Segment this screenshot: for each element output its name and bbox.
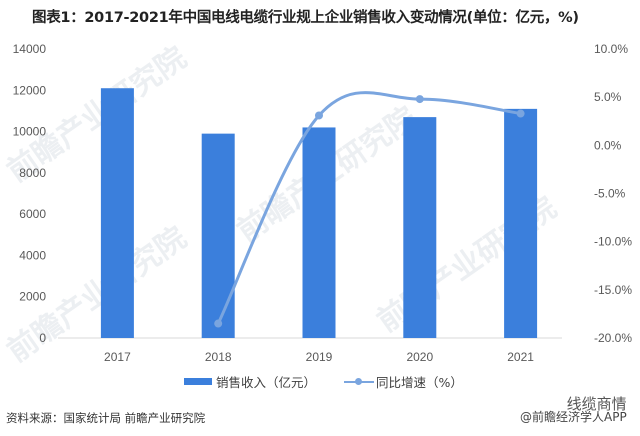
chart-title: 图表1：2017-2021年中国电线电缆行业规上企业销售收入变动情况(单位：亿元… [32,10,579,26]
left-axis-tick: 2000 [19,290,46,304]
bar-2020 [403,117,437,338]
bar-2017 [100,88,134,338]
left-axis-tick: 8000 [19,166,46,180]
chart-legend: 销售收入（亿元） 同比增速（%） [184,372,491,391]
growth-line [216,91,523,326]
legend-label-sales: 销售收入（亿元） [216,375,317,390]
right-axis-tick: -10.0% [594,235,632,249]
line-swatch-icon [344,377,375,387]
x-axis-tick: 2019 [306,350,333,364]
watermark-brand: 线缆商情 [566,395,627,413]
left-axis-tick: 10000 [13,125,47,139]
watermark-handle: @前瞻经济学人APP [520,410,627,424]
growth-point [214,319,223,328]
right-axis-tick: -15.0% [594,283,632,297]
left-axis-tick: 4000 [19,248,46,262]
right-axis-tick: -20.0% [594,331,632,345]
bar-swatch-icon [184,378,212,385]
x-axis-tick: 2018 [205,350,232,364]
legend-item-growth: 同比增速（%） [344,372,463,391]
legend-item-sales: 销售收入（亿元） [184,372,316,391]
right-axis-tick: 5.0% [594,90,622,104]
corner-watermark: 线缆商情 @前瞻经济学人APP [520,395,627,424]
left-axis-tick: 0 [39,331,46,345]
right-axis-tick: 0.0% [594,138,622,152]
data-source: 资料来源：国家统计局 前瞻产业研究院 [6,411,206,425]
x-axis-tick: 2017 [104,350,131,364]
x-axis-tick: 2020 [406,350,433,364]
growth-point [415,95,424,104]
bar-2019 [302,127,336,338]
growth-point [315,111,323,120]
left-axis-tick: 12000 [13,83,47,97]
left-axis-tick: 6000 [19,207,46,221]
legend-label-growth: 同比增速（%） [376,375,463,390]
right-axis-tick: 10.0% [594,42,628,56]
bar-2021 [504,108,538,338]
growth-point [516,109,525,118]
x-axis-tick: 2021 [507,350,534,364]
right-axis-tick: -5.0% [594,187,626,201]
left-axis-tick: 14000 [13,42,47,56]
bar-2018 [201,133,235,338]
